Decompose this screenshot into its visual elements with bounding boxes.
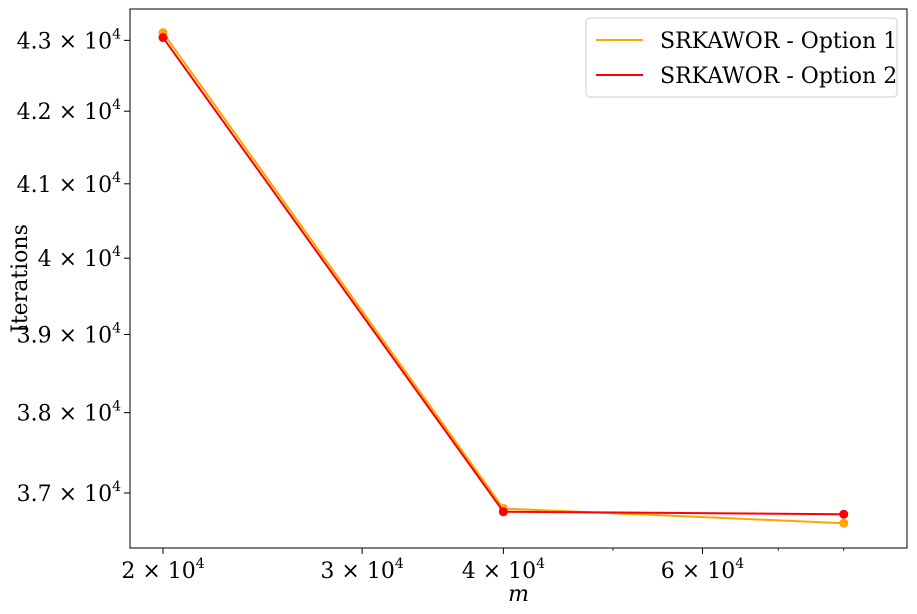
- data-point-option-1: [839, 518, 849, 528]
- series-line-option-2: [162, 37, 844, 516]
- y-tick-label: 4.2 × 104: [17, 97, 121, 125]
- x-axis-label: m: [508, 582, 529, 607]
- y-tick-label: 3.8 × 104: [17, 399, 121, 427]
- data-point-option-2: [158, 33, 168, 43]
- y-tick-label: 3.9 × 104: [17, 320, 121, 348]
- x-tick-label: 4 × 104: [462, 556, 545, 584]
- plot-frame: [129, 8, 908, 549]
- data-point-option-2: [498, 507, 508, 517]
- data-point-option-2: [839, 509, 849, 519]
- x-tick-label: 6 × 104: [661, 556, 744, 584]
- series-layer: [158, 28, 849, 528]
- legend-label-option-1: SRKAWOR - Option 1: [660, 29, 897, 54]
- y-tick-label: 4.3 × 104: [17, 26, 121, 54]
- x-tick-label: 3 × 104: [320, 556, 403, 584]
- x-tick-label: 2 × 104: [121, 556, 204, 584]
- series-line-option-1: [162, 32, 844, 525]
- y-tick-label: 3.7 × 104: [17, 479, 121, 507]
- legend-box: [585, 17, 898, 98]
- y-tick-label: 4.1 × 104: [17, 170, 121, 198]
- y-axis-label: Iterations: [8, 224, 33, 333]
- y-tick-label: 4 × 104: [38, 244, 121, 272]
- ticks-layer: 2 × 104 3 × 104 4 × 104 6 × 104 3.7 × 104 3.8…: [17, 26, 845, 584]
- legend: SRKAWOR - Option 1 SRKAWOR - Option 2: [585, 17, 898, 98]
- legend-label-option-2: SRKAWOR - Option 2: [660, 64, 897, 89]
